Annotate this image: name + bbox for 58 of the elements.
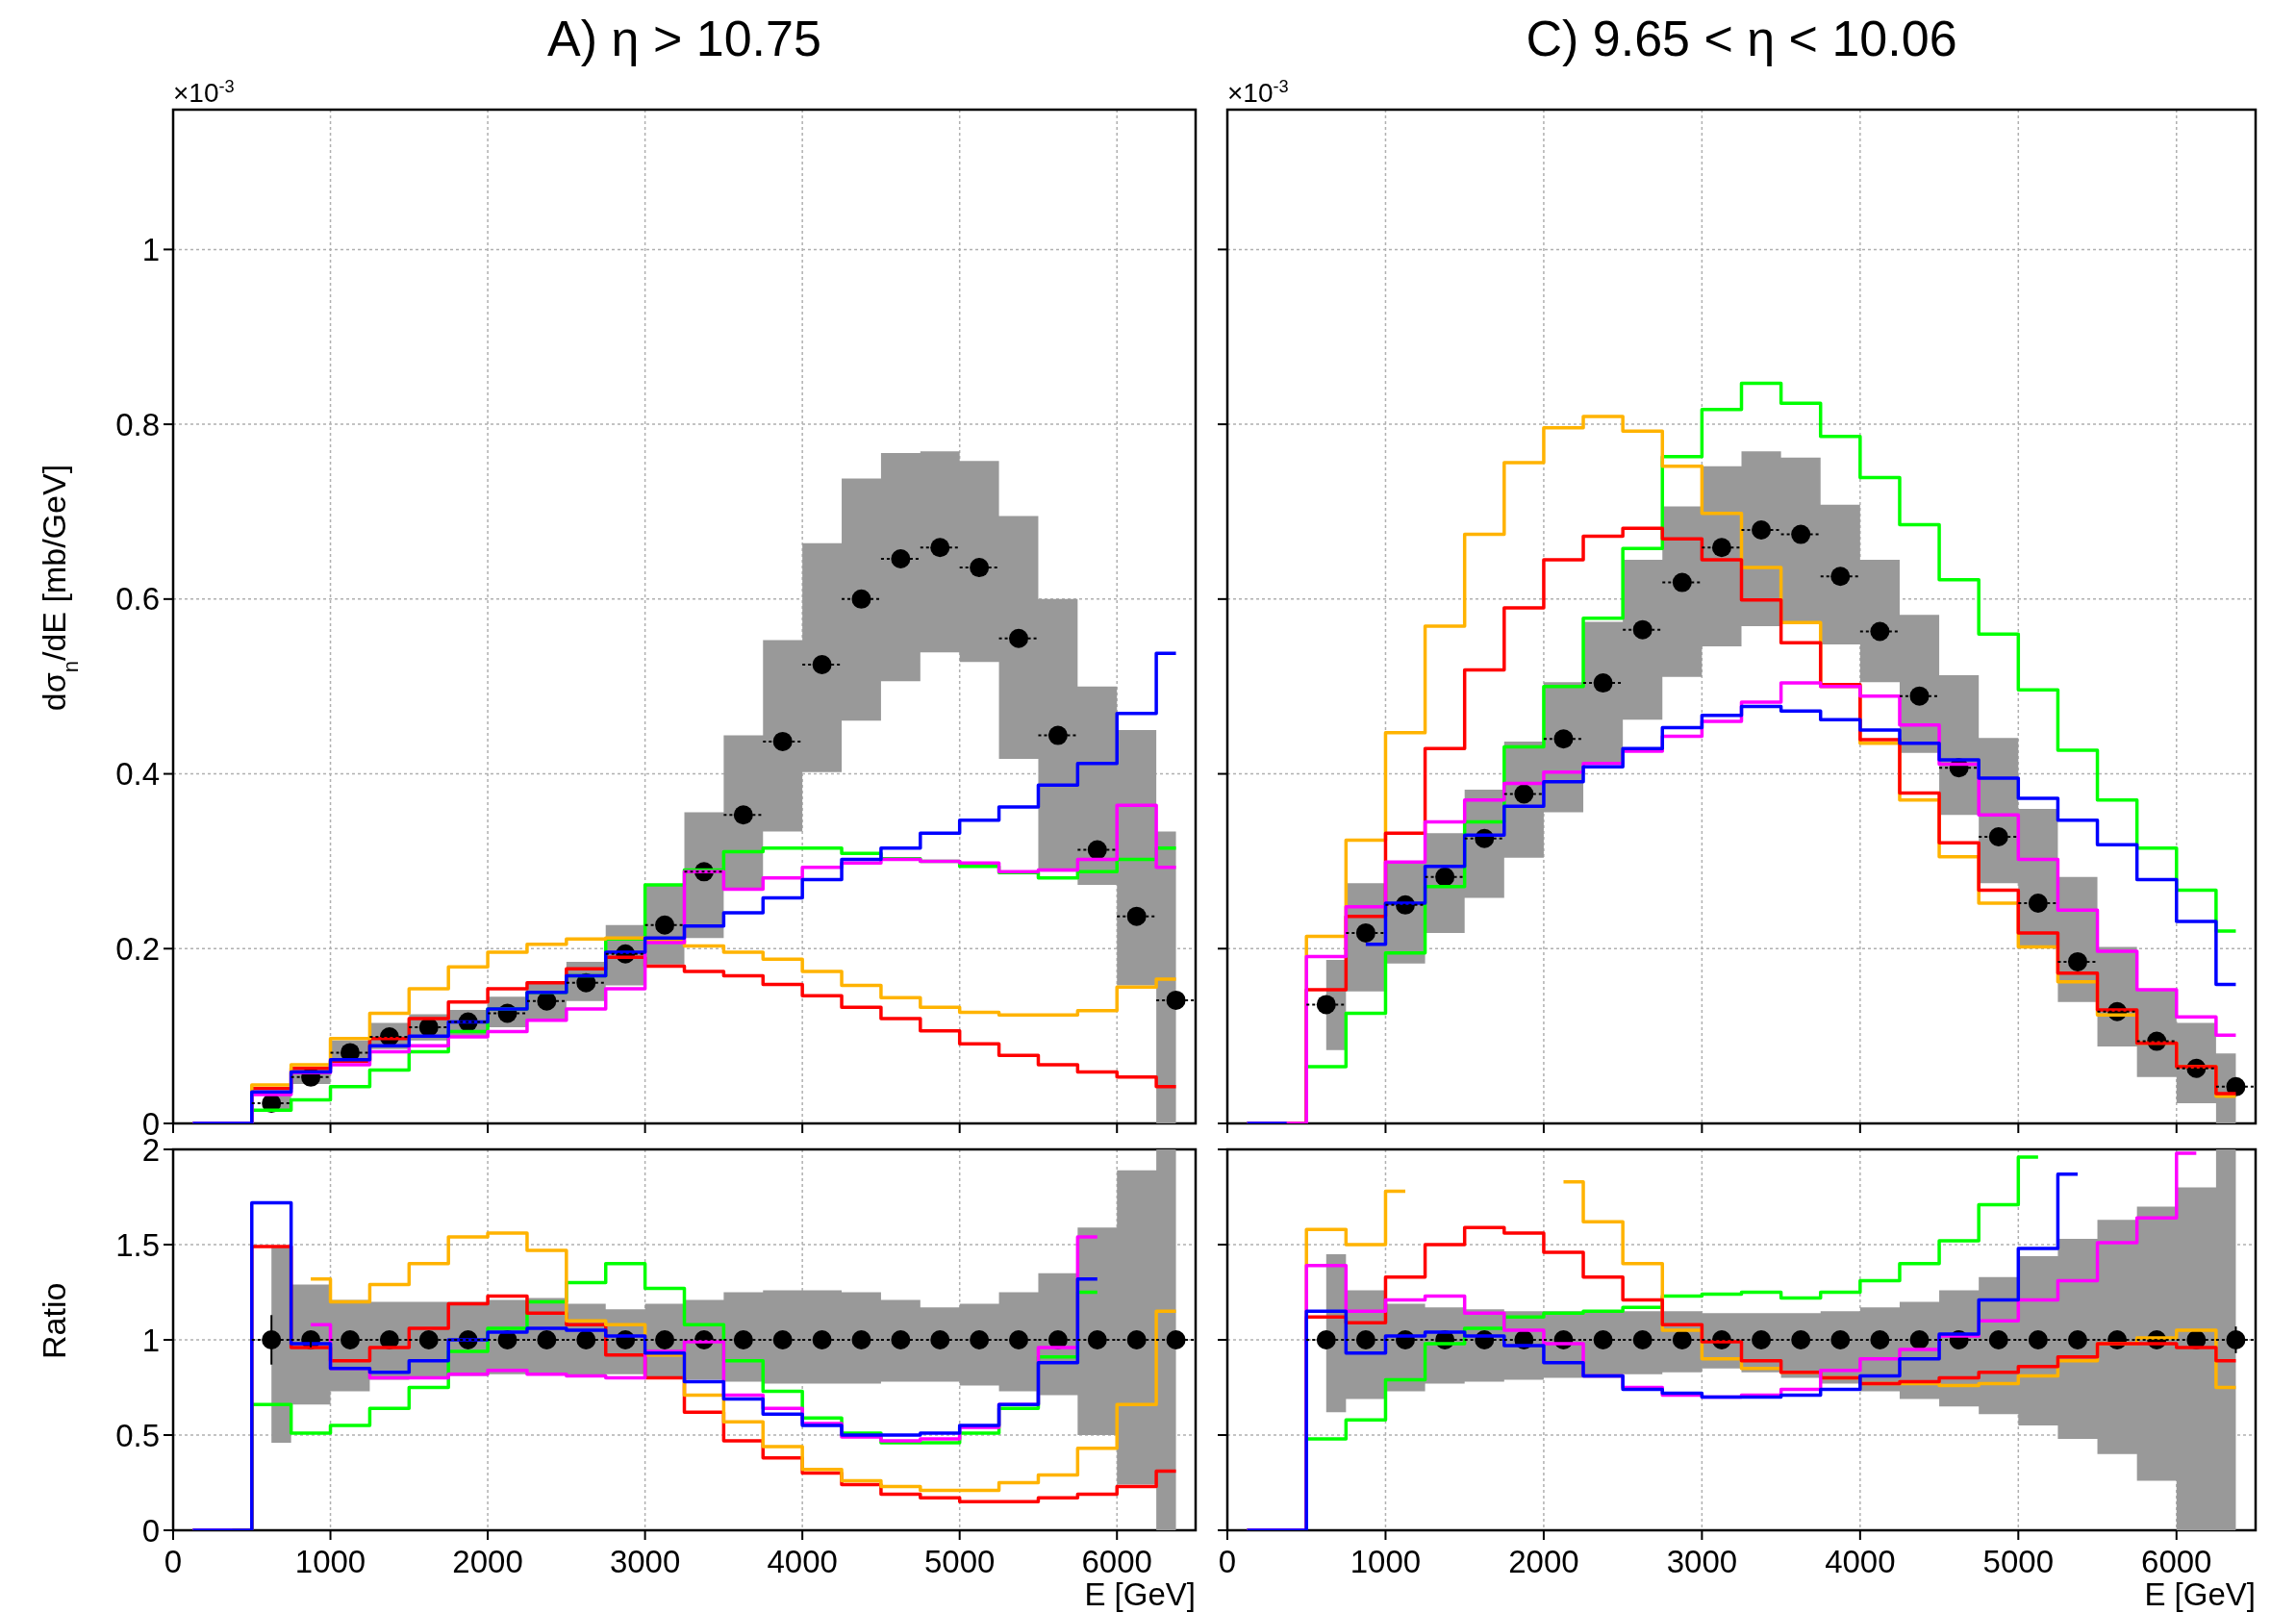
point bbox=[970, 558, 990, 578]
chart-title: A) η > 10.75 bbox=[547, 11, 821, 66]
point bbox=[1047, 725, 1068, 745]
point bbox=[1752, 520, 1772, 541]
x-tick-label: 5000 bbox=[923, 1544, 996, 1579]
point bbox=[930, 538, 950, 558]
x-tick-label: 4000 bbox=[1825, 1544, 1896, 1579]
point bbox=[1009, 628, 1029, 648]
point bbox=[812, 654, 832, 674]
point bbox=[851, 589, 871, 609]
text: ×10$^{-3}$ bbox=[173, 77, 235, 108]
x-tick-label: 0 bbox=[164, 1544, 183, 1579]
y-tick-label: 0.2 bbox=[115, 930, 160, 967]
text: ×10$^{-3}$ bbox=[1227, 77, 1289, 108]
point bbox=[2028, 894, 2048, 914]
chart-title: C) 9.65 < η < 10.06 bbox=[1526, 11, 1957, 66]
point bbox=[1514, 784, 1534, 804]
y-tick-label: 1 bbox=[141, 1322, 160, 1358]
point bbox=[1988, 826, 2008, 846]
y-tick-label: 1.5 bbox=[115, 1226, 160, 1263]
y-tick-label: 0.6 bbox=[115, 581, 160, 617]
x-tick-label: 3000 bbox=[1666, 1544, 1738, 1579]
x-tick-label: 2000 bbox=[452, 1544, 523, 1579]
x-tick-label: 3000 bbox=[609, 1544, 681, 1579]
y-tick-label: 0 bbox=[141, 1512, 160, 1549]
x-tick-label: 1000 bbox=[294, 1544, 366, 1579]
point bbox=[2067, 951, 2087, 971]
point bbox=[891, 549, 911, 569]
point bbox=[1830, 567, 1851, 587]
point bbox=[772, 731, 793, 751]
point bbox=[1355, 922, 1375, 943]
x-tick-label: 2000 bbox=[1508, 1544, 1579, 1579]
point bbox=[1672, 572, 1692, 592]
point bbox=[1870, 621, 1890, 642]
x-tick-label: 0 bbox=[1218, 1544, 1237, 1579]
point bbox=[1126, 906, 1147, 926]
x-tick-label: 1000 bbox=[1350, 1544, 1422, 1579]
point bbox=[1593, 673, 1613, 693]
point bbox=[733, 805, 753, 825]
x-tick-label: 4000 bbox=[767, 1544, 838, 1579]
x-tick-label: 6000 bbox=[2141, 1544, 2212, 1579]
x-axis-title: E [GeV] bbox=[1084, 1576, 1196, 1612]
point bbox=[1632, 619, 1653, 640]
x-tick-label: 6000 bbox=[1081, 1544, 1152, 1579]
x-axis-title: E [GeV] bbox=[2144, 1576, 2256, 1612]
y-tick-label: 0.4 bbox=[115, 756, 160, 793]
y-tick-label: 0.8 bbox=[115, 406, 160, 442]
point bbox=[1553, 729, 1574, 749]
point bbox=[655, 915, 675, 935]
y-tick-label: 0.5 bbox=[115, 1417, 160, 1453]
point bbox=[1166, 990, 1186, 1010]
point bbox=[1316, 995, 1336, 1015]
point bbox=[1711, 538, 1731, 558]
x-tick-label: 5000 bbox=[1982, 1544, 2055, 1579]
point bbox=[1791, 524, 1811, 544]
point bbox=[1909, 686, 1930, 706]
y-axis-title: Ratio bbox=[36, 1282, 72, 1359]
y-tick-label: 1 bbox=[141, 231, 160, 267]
